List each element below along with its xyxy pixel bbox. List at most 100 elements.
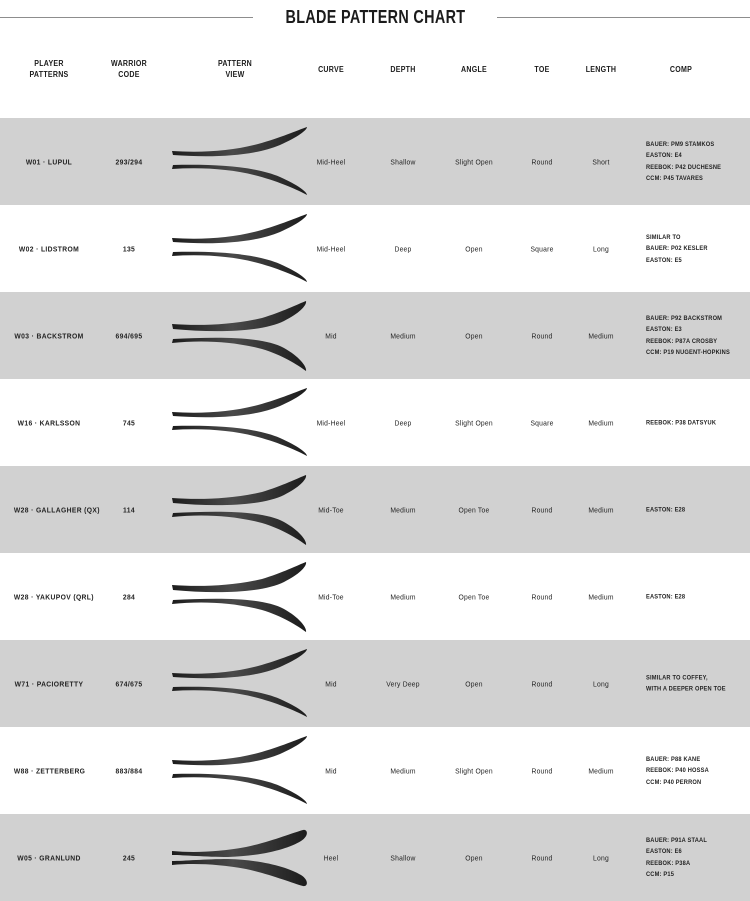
comp-line: REEBOK: P38A (646, 859, 691, 867)
comp-line: REEBOK: P42 DUCHESNE (646, 163, 722, 171)
cell-player-pattern: W28 · GALLAGHER (QX) (13, 505, 100, 514)
comp-line: BAUER: PM9 STAMKOS (646, 140, 715, 148)
cell-comp: BAUER: P91A STAAL EASTON: E6 REEBOK: P38A C… (646, 835, 738, 881)
blade-pattern-view-icon (170, 821, 310, 895)
cell-player-pattern: W01 · LUPUL (25, 157, 73, 166)
cell-angle: Open (465, 853, 483, 862)
blade-pattern-view-icon (170, 734, 310, 808)
column-header-player: PLAYER PATTERNS (15, 58, 84, 80)
cell-length: Medium (588, 505, 614, 514)
table-row[interactable]: W28 · YAKUPOV (QRL) 284 Mid-Toe Medium Open … (0, 553, 750, 640)
cell-depth: Medium (390, 505, 416, 514)
table-row[interactable]: W01 · LUPUL 293/294 Mid-Heel Shallow Slight … (0, 118, 750, 205)
column-header-angle: ANGLE (443, 64, 505, 75)
comp-line: CCM: P15 (646, 871, 675, 878)
comp-line: REEBOK: P38 DATSYUK (646, 418, 717, 426)
cell-warrior-code: 245 (122, 853, 136, 862)
column-header-line: PATTERNS (29, 70, 69, 79)
cell-player-pattern: W02 · LIDSTROM (18, 244, 80, 253)
title-rule-left (0, 16, 253, 18)
comp-line: EASTON: E5 (646, 256, 682, 264)
cell-curve: Mid (325, 766, 337, 775)
chart-title-bar: BLADE PATTERN CHART (0, 0, 750, 34)
cell-toe: Round (531, 766, 553, 775)
blade-pattern-view-icon (170, 386, 310, 460)
cell-toe: Square (530, 418, 554, 427)
cell-toe: Round (531, 853, 553, 862)
cell-player-pattern: W88 · ZETTERBERG (13, 766, 86, 775)
comp-line: BAUER: P92 BACKSTROM (646, 314, 723, 322)
cell-depth: Shallow (390, 853, 416, 862)
comp-line: CCM: P19 NUGENT-HOPKINS (646, 349, 730, 356)
table-row[interactable]: W02 · LIDSTROM 135 Mid-Heel Deep Open Square L… (0, 205, 750, 292)
comp-line: EASTON: E3 (646, 326, 682, 333)
table-row[interactable]: W16 · KARLSSON 745 Mid-Heel Deep Slight Open… (0, 379, 750, 466)
cell-toe: Round (531, 679, 553, 688)
cell-angle: Slight Open (455, 157, 493, 166)
blade-pattern-view-icon (170, 560, 310, 634)
cell-comp: REEBOK: P38 DATSYUK (646, 417, 738, 429)
blade-pattern-view-icon (170, 647, 310, 721)
cell-depth: Very Deep (386, 679, 420, 688)
cell-depth: Shallow (390, 157, 416, 166)
cell-curve: Heel (323, 853, 339, 862)
cell-warrior-code: 745 (122, 418, 136, 427)
comp-line: CCM: P40 PERRON (646, 778, 702, 786)
cell-length: Long (593, 244, 609, 253)
comp-line: BAUER: P88 KANE (646, 755, 701, 763)
column-header-length: LENGTH (570, 64, 632, 75)
cell-length: Medium (588, 418, 614, 427)
comp-line: BAUER: P91A STAAL (646, 836, 708, 844)
cell-angle: Open (465, 679, 483, 688)
page-title: BLADE PATTERN CHART (285, 6, 465, 27)
cell-comp: EASTON: E28 (646, 591, 738, 603)
cell-player-pattern: W28 · YAKUPOV (QRL) (13, 592, 94, 601)
column-header-toe: TOE (511, 64, 573, 75)
comp-line: CCM: P45 TAVARES (646, 175, 704, 182)
cell-player-pattern: W71 · PACIORETTY (14, 679, 84, 688)
column-header-code: WARRIOR CODE (95, 58, 164, 80)
cell-angle: Slight Open (455, 418, 493, 427)
cell-depth: Medium (390, 766, 416, 775)
cell-warrior-code: 883/884 (115, 766, 143, 775)
cell-warrior-code: 293/294 (115, 157, 143, 166)
cell-toe: Round (531, 505, 553, 514)
blade-pattern-view-icon (170, 212, 310, 286)
cell-angle: Open Toe (458, 592, 490, 601)
table-row[interactable]: W05 · GRANLUND 245 Heel Shallow Open Round Lon… (0, 814, 750, 901)
cell-angle: Open (465, 331, 483, 340)
table-row[interactable]: W03 · BACKSTROM 694/695 Mid Medium Open Round… (0, 292, 750, 379)
table-row[interactable]: W88 · ZETTERBERG 883/884 Mid Medium Slight O… (0, 727, 750, 814)
cell-warrior-code: 114 (123, 505, 135, 514)
column-header-line: ANGLE (461, 65, 487, 74)
column-header-line: TOE (534, 65, 550, 74)
table-row[interactable]: W71 · PACIORETTY 674/675 Mid Very Deep Open R… (0, 640, 750, 727)
cell-curve: Mid-Heel (316, 418, 346, 427)
cell-length: Medium (588, 766, 614, 775)
comp-line: EASTON: E4 (646, 152, 682, 159)
cell-player-pattern: W03 · BACKSTROM (14, 331, 84, 340)
cell-comp: EASTON: E28 (646, 504, 738, 516)
column-header-line: WARRIOR (111, 59, 147, 68)
cell-depth: Deep (394, 418, 412, 427)
column-header-line: VIEW (225, 70, 245, 79)
comp-line: WITH A DEEPER OPEN TOE (646, 685, 726, 693)
cell-player-pattern: W16 · KARLSSON (17, 418, 81, 427)
cell-toe: Round (531, 157, 553, 166)
cell-angle: Slight Open (455, 766, 493, 775)
cell-toe: Square (530, 244, 554, 253)
cell-warrior-code: 674/675 (115, 679, 143, 688)
comp-line: EASTON: E6 (646, 848, 682, 855)
column-header-line: PLAYER (34, 59, 64, 68)
cell-depth: Medium (390, 592, 416, 601)
cell-curve: Mid-Heel (316, 244, 346, 253)
cell-length: Long (593, 679, 609, 688)
cell-comp: BAUER: P88 KANE REEBOK: P40 HOSSA CCM: P40… (646, 753, 738, 788)
comp-line: EASTON: E28 (646, 592, 686, 600)
column-header-line: LENGTH (585, 65, 617, 74)
table-row[interactable]: W28 · GALLAGHER (QX) 114 Mid-Toe Medium Open… (0, 466, 750, 553)
comp-line: EASTON: E28 (646, 505, 686, 513)
title-rule-right (497, 16, 750, 18)
cell-comp: BAUER: PM9 STAMKOS EASTON: E4 REEBOK: P42 … (646, 139, 738, 185)
